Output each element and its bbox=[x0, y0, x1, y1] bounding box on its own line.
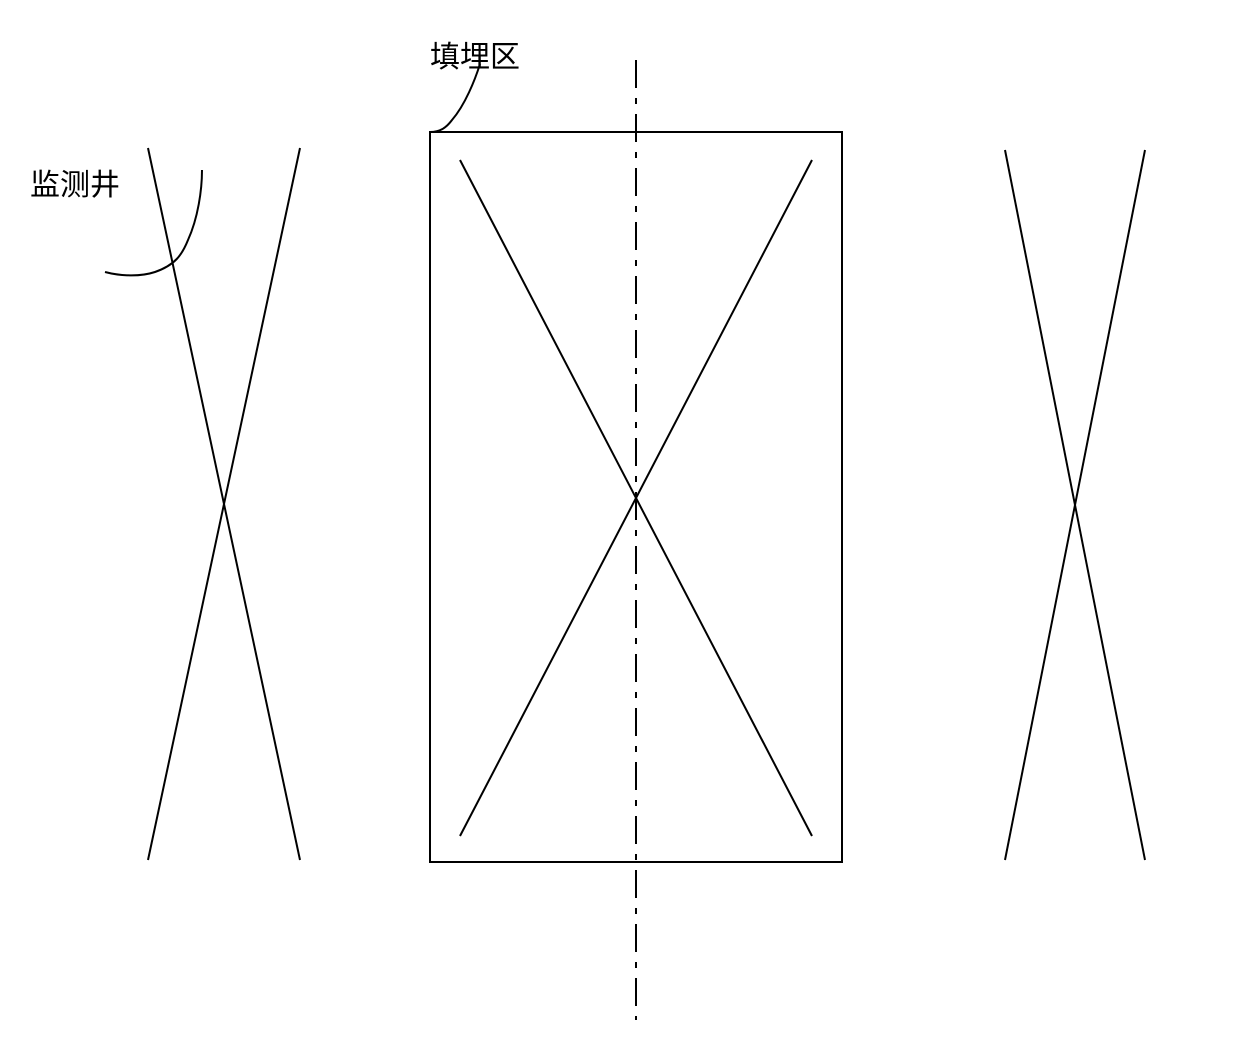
label-monitor-well: 监测井 bbox=[30, 160, 120, 204]
diagram-canvas bbox=[0, 0, 1240, 1050]
label-landfill: 填埋区 bbox=[430, 32, 520, 76]
